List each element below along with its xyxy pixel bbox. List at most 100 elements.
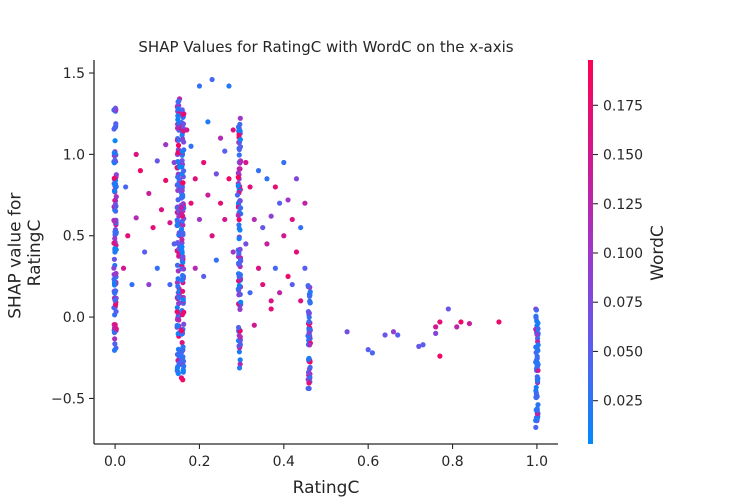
colorbar-gradient	[588, 60, 593, 444]
x-tick-label: 1.0	[526, 454, 548, 470]
data-point	[181, 266, 187, 272]
data-point	[179, 340, 185, 346]
colorbar-tick-label: 0.025	[603, 394, 643, 410]
data-point	[167, 281, 173, 288]
data-point	[174, 316, 181, 323]
chart-title: SHAP Values for RatingC with WordC on th…	[138, 38, 513, 56]
data-point	[226, 176, 232, 182]
data-point	[209, 76, 215, 83]
data-point	[298, 224, 304, 231]
data-point	[305, 356, 312, 362]
data-point	[454, 324, 460, 330]
data-point	[222, 216, 228, 223]
data-point	[196, 216, 203, 223]
data-point	[174, 304, 180, 311]
data-point	[236, 236, 242, 242]
data-point	[150, 224, 156, 231]
scatter-points	[111, 76, 541, 430]
data-point	[179, 158, 185, 164]
data-point	[179, 272, 186, 279]
data-point	[281, 159, 287, 166]
data-point	[112, 235, 118, 242]
data-point	[237, 115, 243, 121]
data-point	[268, 213, 274, 219]
x-tick-label: 0.0	[104, 454, 126, 470]
y-tick-label: 1.5	[63, 66, 85, 82]
data-point	[180, 121, 187, 127]
data-point	[175, 117, 181, 123]
data-point	[113, 194, 119, 200]
data-point	[251, 216, 257, 223]
data-point	[201, 159, 207, 166]
data-point	[196, 83, 203, 89]
data-point	[302, 265, 308, 271]
data-point	[230, 249, 236, 255]
data-point	[113, 308, 119, 315]
data-point	[112, 302, 119, 308]
data-point	[217, 200, 224, 206]
data-point	[111, 271, 117, 278]
data-point	[306, 380, 312, 386]
data-point	[192, 176, 198, 182]
data-point	[188, 200, 194, 206]
data-point	[146, 281, 152, 288]
data-point	[112, 203, 118, 210]
data-point	[445, 306, 451, 312]
data-point	[179, 164, 185, 170]
data-point	[181, 321, 187, 327]
data-point	[179, 312, 185, 318]
data-point	[236, 349, 242, 355]
data-point	[264, 176, 270, 182]
data-point	[112, 138, 118, 144]
data-point	[289, 281, 295, 288]
x-ticks: 0.0 0.2 0.4 0.6 0.8 1.0	[104, 444, 548, 470]
data-point	[235, 212, 241, 218]
colorbar-tick-label: 0.075	[603, 295, 643, 311]
data-point	[272, 184, 278, 190]
data-point	[179, 255, 185, 261]
data-point	[163, 142, 169, 148]
x-axis-label: RatingC	[293, 478, 360, 498]
data-point	[535, 320, 541, 326]
data-point	[235, 324, 242, 331]
data-point	[237, 198, 243, 204]
data-point	[458, 319, 464, 325]
data-point	[112, 341, 118, 347]
data-point	[205, 119, 211, 125]
data-point	[179, 277, 185, 283]
data-point	[534, 359, 540, 366]
data-point	[236, 261, 242, 267]
data-point	[533, 315, 539, 321]
data-point	[179, 237, 185, 243]
data-point	[533, 394, 539, 400]
data-point	[235, 174, 241, 180]
data-point	[111, 276, 117, 282]
data-point	[175, 276, 181, 282]
y-axis-label: SHAP value for RatingC	[5, 187, 45, 318]
data-point	[217, 135, 224, 141]
data-point	[237, 306, 243, 312]
y-ticks: −0.5 0.0 0.5 1.0 1.5	[51, 66, 94, 407]
data-point	[236, 127, 243, 133]
data-point	[111, 282, 118, 288]
data-point	[307, 300, 313, 306]
data-point	[268, 298, 274, 304]
data-point	[175, 113, 181, 119]
data-point	[174, 125, 181, 131]
data-point	[534, 331, 540, 338]
data-point	[243, 159, 249, 166]
data-point	[158, 207, 165, 213]
data-point	[293, 249, 300, 255]
data-point	[533, 424, 539, 430]
data-point	[344, 329, 350, 335]
data-point	[298, 298, 304, 304]
data-point	[146, 190, 152, 197]
data-point	[306, 370, 312, 376]
data-point	[236, 166, 242, 172]
data-point	[305, 283, 311, 289]
data-point	[236, 274, 242, 280]
data-point	[237, 121, 243, 127]
data-point	[213, 171, 219, 177]
data-point	[180, 180, 186, 186]
